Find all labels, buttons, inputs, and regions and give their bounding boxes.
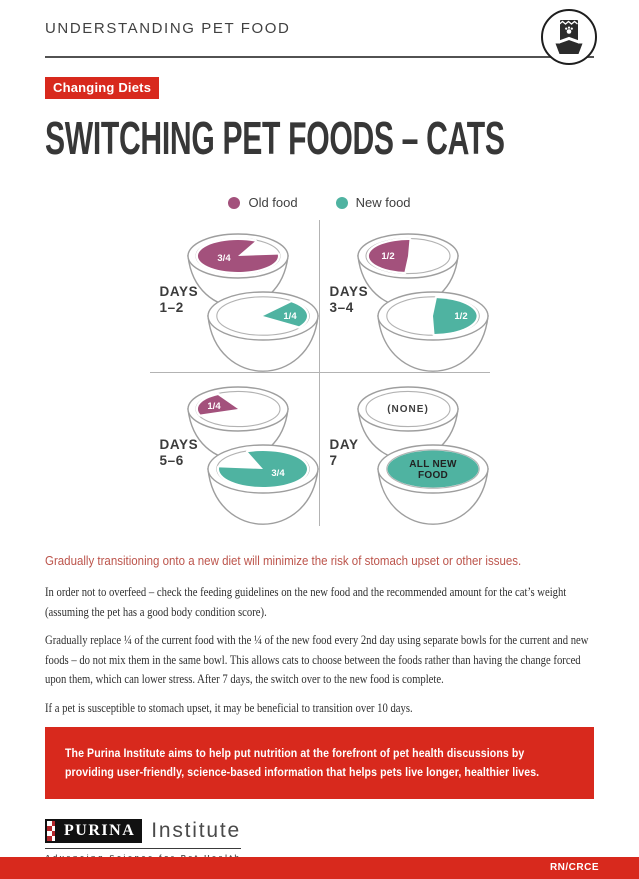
svg-text:1/2: 1/2 <box>381 251 394 262</box>
day-label: DAYS 3–4 <box>329 284 369 315</box>
banner-text: The Purina Institute aims to help put nu… <box>65 744 611 782</box>
body-paragraph-1: In order not to overfeed – check the fee… <box>45 584 567 619</box>
purina-checkerboard-icon <box>45 819 58 844</box>
info-banner: The Purina Institute aims to help put nu… <box>45 727 594 800</box>
bowls-illustration: 1/2 1/2 <box>356 233 489 372</box>
body-copy: In order not to overfeed – check the fee… <box>45 582 594 717</box>
legend-item-old-food: Old food <box>228 195 298 210</box>
diagram-quadrant-2: DAYS 3–4 1/2 1/2 <box>319 220 490 373</box>
diagram-quadrant-3: DAYS 5–6 1/4 3/4 <box>150 373 320 526</box>
page-title: SWITCHING PET FOODS – CATS <box>45 112 505 164</box>
svg-text:1/2: 1/2 <box>454 311 467 322</box>
diagram-quadrant-1: DAYS 1–2 3/4 1/4 <box>149 220 320 373</box>
category-badge: Changing Diets <box>45 77 160 99</box>
header-divider <box>45 56 594 58</box>
svg-text:3/4: 3/4 <box>217 253 231 264</box>
body-paragraph-2: Gradually replace ¼ of the current food … <box>45 632 589 686</box>
banner-line-2: providing user-friendly, science-based i… <box>65 765 540 780</box>
svg-text:3/4: 3/4 <box>271 468 285 479</box>
body-paragraph-3: If a pet is susceptible to stomach upset… <box>45 699 413 715</box>
new-food-dot <box>335 196 348 209</box>
pet-food-icon-graphic <box>554 20 584 54</box>
purina-institute-logo: PURINA Institute Advancing Science for P… <box>45 819 241 862</box>
logo-row: PURINA Institute <box>45 819 241 844</box>
banner-line-1: The Purina Institute aims to help put nu… <box>65 746 525 760</box>
document-code: RN/CRCE <box>549 862 599 873</box>
svg-text:1/4: 1/4 <box>283 311 297 322</box>
diagram-quadrant-4: DAY 7 (NONE) ALL NEW FOOD <box>320 373 490 526</box>
brand-suffix: Institute <box>151 819 241 843</box>
brand-name: PURINA <box>57 819 143 844</box>
svg-text:ALL NEW: ALL NEW <box>409 459 457 470</box>
bowls-diagram-grid: DAYS 1–2 3/4 1/4 DAYS 3–4 1/2 1/2 DAYS 5–6 … <box>149 220 490 526</box>
intro-highlight-text: Gradually transitioning onto a new diet … <box>45 554 522 568</box>
legend-label-old: Old food <box>248 195 298 210</box>
day-label: DAYS 1–2 <box>159 284 199 315</box>
pet-food-bag-bowl-icon <box>541 9 597 65</box>
bowls-illustration: 1/4 3/4 <box>186 386 319 525</box>
bowls-illustration: 3/4 1/4 <box>186 233 319 372</box>
svg-text:FOOD: FOOD <box>417 470 447 481</box>
footer-bar: RN/CRCE <box>0 857 639 879</box>
header: UNDERSTANDING PET FOOD <box>0 0 639 37</box>
legend: Old food New food <box>0 195 639 210</box>
header-title: UNDERSTANDING PET FOOD <box>45 20 291 37</box>
svg-text:1/4: 1/4 <box>207 401 221 412</box>
legend-label-new: New food <box>355 195 411 210</box>
legend-item-new-food: New food <box>335 195 411 210</box>
old-food-dot <box>228 196 241 209</box>
day-label: DAYS 5–6 <box>159 437 199 468</box>
svg-text:(NONE): (NONE) <box>387 404 429 415</box>
day-label: DAY 7 <box>329 437 359 468</box>
